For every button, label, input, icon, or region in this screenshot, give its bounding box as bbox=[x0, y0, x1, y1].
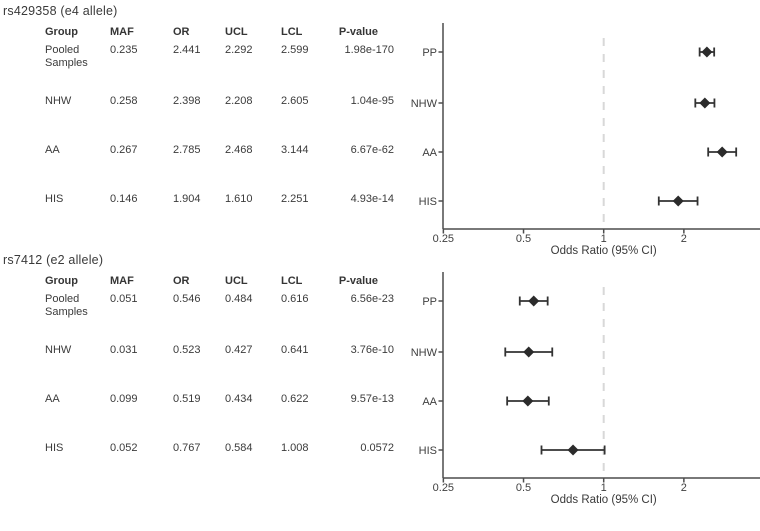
y-tick-label: PP bbox=[422, 296, 437, 308]
column-header-maf: MAF bbox=[110, 26, 134, 38]
cell-lcl: 1.008 bbox=[281, 442, 309, 454]
x-tick-label: 0.25 bbox=[433, 482, 454, 494]
column-header-maf: MAF bbox=[110, 275, 134, 287]
cell-lcl: 0.641 bbox=[281, 344, 309, 356]
x-tick-label: 0.5 bbox=[516, 482, 531, 494]
cell-or: 2.785 bbox=[173, 144, 201, 156]
cell-group: NHW bbox=[45, 344, 72, 356]
cell-ucl: 0.584 bbox=[225, 442, 253, 454]
x-tick-label: 1 bbox=[601, 233, 607, 245]
y-tick-label: AA bbox=[422, 396, 437, 408]
cell-pvalue: 1.04e-95 bbox=[350, 95, 394, 107]
column-header-or: OR bbox=[173, 275, 190, 287]
cell-or: 0.523 bbox=[173, 344, 201, 356]
cell-ucl: 1.610 bbox=[225, 193, 253, 205]
cell-maf: 0.099 bbox=[110, 393, 138, 405]
cell-group: Pooled Samples bbox=[45, 293, 88, 318]
cell-lcl: 0.622 bbox=[281, 393, 309, 405]
cell-lcl: 0.616 bbox=[281, 293, 309, 305]
x-tick-label: 0.25 bbox=[433, 233, 454, 245]
cell-lcl: 2.605 bbox=[281, 95, 309, 107]
y-tick-label: NHW bbox=[411, 347, 438, 359]
column-header-ucl: UCL bbox=[225, 26, 248, 38]
panel-rs429358: rs429358 (e4 allele) Group MAF OR UCL LCL P-v… bbox=[0, 0, 760, 262]
y-tick-label: NHW bbox=[411, 98, 438, 110]
panel-rs7412: rs7412 (e2 allele) Group MAF OR UCL LCL P-val… bbox=[0, 249, 760, 511]
cell-maf: 0.258 bbox=[110, 95, 138, 107]
cell-maf: 0.235 bbox=[110, 44, 138, 56]
y-tick-label: PP bbox=[422, 47, 437, 59]
cell-group: NHW bbox=[45, 95, 72, 107]
cell-or: 0.519 bbox=[173, 393, 201, 405]
cell-maf: 0.031 bbox=[110, 344, 138, 356]
or-diamond-marker bbox=[672, 195, 684, 207]
x-tick-label: 1 bbox=[601, 482, 607, 494]
cell-ucl: 0.427 bbox=[225, 344, 253, 356]
cell-pvalue: 0.0572 bbox=[360, 442, 394, 454]
cell-pvalue: 6.67e-62 bbox=[350, 144, 394, 156]
cell-or: 0.767 bbox=[173, 442, 201, 454]
column-header-ucl: UCL bbox=[225, 275, 248, 287]
cell-lcl: 2.599 bbox=[281, 44, 309, 56]
x-axis-title: Odds Ratio (95% CI) bbox=[551, 494, 657, 506]
cell-group: Pooled Samples bbox=[45, 44, 88, 69]
cell-pvalue: 9.57e-13 bbox=[350, 393, 394, 405]
x-tick-label: 2 bbox=[681, 482, 687, 494]
cell-pvalue: 1.98e-170 bbox=[344, 44, 394, 56]
cell-ucl: 0.484 bbox=[225, 293, 253, 305]
cell-or: 2.441 bbox=[173, 44, 201, 56]
cell-pvalue: 6.56e-23 bbox=[350, 293, 394, 305]
column-header-group: Group bbox=[45, 26, 78, 38]
cell-maf: 0.052 bbox=[110, 442, 138, 454]
cell-or: 1.904 bbox=[173, 193, 201, 205]
cell-ucl: 2.292 bbox=[225, 44, 253, 56]
or-diamond-marker bbox=[699, 97, 711, 109]
or-diamond-marker bbox=[701, 46, 713, 58]
cell-maf: 0.267 bbox=[110, 144, 138, 156]
column-header-lcl: LCL bbox=[281, 275, 303, 287]
column-header-pvalue: P-value bbox=[338, 275, 378, 287]
column-header-or: OR bbox=[173, 26, 190, 38]
panel-title: rs429358 (e4 allele) bbox=[3, 4, 118, 18]
cell-maf: 0.051 bbox=[110, 293, 138, 305]
column-header-group: Group bbox=[45, 275, 78, 287]
forest-plot: 0.25 0.5 1 2 PP NHW AA HIS Odds Ratio (95% CI) bbox=[411, 23, 760, 257]
cell-or: 0.546 bbox=[173, 293, 201, 305]
or-diamond-marker bbox=[522, 395, 534, 407]
cell-group: AA bbox=[45, 393, 60, 405]
or-diamond-marker bbox=[523, 346, 535, 358]
y-tick-label: HIS bbox=[419, 196, 437, 208]
cell-ucl: 2.468 bbox=[225, 144, 253, 156]
cell-ucl: 2.208 bbox=[225, 95, 253, 107]
or-diamond-marker bbox=[528, 295, 540, 307]
x-axis-title: Odds Ratio (95% CI) bbox=[551, 245, 657, 257]
y-tick-label: AA bbox=[422, 147, 437, 159]
column-header-lcl: LCL bbox=[281, 26, 303, 38]
or-diamond-marker bbox=[716, 146, 728, 158]
x-tick-label: 2 bbox=[681, 233, 687, 245]
cell-pvalue: 4.93e-14 bbox=[350, 193, 394, 205]
cell-group: AA bbox=[45, 144, 60, 156]
or-diamond-marker bbox=[567, 444, 579, 456]
cell-ucl: 0.434 bbox=[225, 393, 253, 405]
cell-lcl: 3.144 bbox=[281, 144, 309, 156]
panel-title: rs7412 (e2 allele) bbox=[3, 253, 104, 267]
cell-pvalue: 3.76e-10 bbox=[350, 344, 394, 356]
y-tick-label: HIS bbox=[419, 445, 437, 457]
column-header-pvalue: P-value bbox=[338, 26, 378, 38]
cell-maf: 0.146 bbox=[110, 193, 138, 205]
cell-lcl: 2.251 bbox=[281, 193, 309, 205]
cell-group: HIS bbox=[45, 193, 64, 205]
forest-plot: 0.25 0.5 1 2 PP NHW AA HIS Odds Ratio (95% CI) bbox=[411, 272, 760, 506]
cell-group: HIS bbox=[45, 442, 64, 454]
cell-or: 2.398 bbox=[173, 95, 201, 107]
x-tick-label: 0.5 bbox=[516, 233, 531, 245]
